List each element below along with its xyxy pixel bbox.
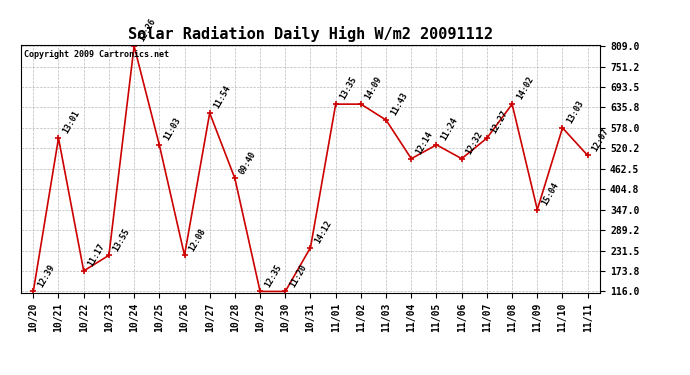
Text: 11:20: 11:20 [288,262,308,289]
Text: 15:04: 15:04 [540,181,560,207]
Text: 11:24: 11:24 [440,116,460,142]
Text: 12:35: 12:35 [263,262,283,289]
Text: 12:27: 12:27 [490,109,510,135]
Text: 13:03: 13:03 [565,99,586,125]
Text: 11:43: 11:43 [389,91,409,117]
Text: 12:26: 12:26 [137,17,157,43]
Text: 09:40: 09:40 [237,150,258,176]
Text: 13:35: 13:35 [339,75,359,101]
Text: Copyright 2009 Cartronics.net: Copyright 2009 Cartronics.net [23,50,168,59]
Text: 14:09: 14:09 [364,75,384,101]
Text: 12:14: 12:14 [414,130,435,156]
Text: 12:32: 12:32 [464,130,485,156]
Title: Solar Radiation Daily High W/m2 20091112: Solar Radiation Daily High W/m2 20091112 [128,27,493,42]
Text: 11:03: 11:03 [162,116,182,142]
Text: 12:07: 12:07 [591,126,611,153]
Text: 14:02: 14:02 [515,75,535,101]
Text: 11:54: 11:54 [213,84,233,110]
Text: 14:12: 14:12 [313,219,333,245]
Text: 13:01: 13:01 [61,109,81,135]
Text: 11:17: 11:17 [86,242,107,268]
Text: 12:08: 12:08 [187,226,208,252]
Text: 13:55: 13:55 [112,226,132,252]
Text: 12:39: 12:39 [36,262,57,289]
